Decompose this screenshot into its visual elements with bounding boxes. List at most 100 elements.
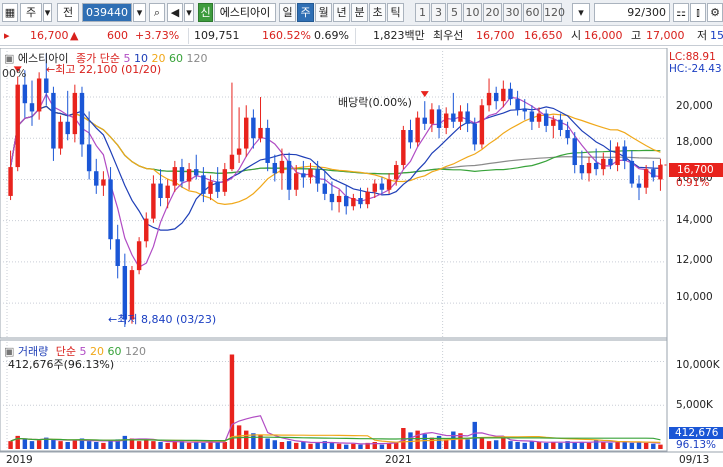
candle-up (58, 121, 63, 149)
min-price-annotation: ←최저 8,840 (03/23) (108, 313, 216, 326)
candle-up (236, 148, 242, 155)
interval-tab[interactable]: 10 (463, 3, 482, 22)
candle-down (108, 179, 113, 240)
volume-bar (222, 442, 228, 449)
low-price: 15,450 (710, 29, 723, 42)
chart-canvas[interactable] (0, 48, 723, 467)
volume-bar (586, 442, 592, 449)
period-tab[interactable]: 년 (333, 3, 350, 22)
max-price-annotation: ←최고 22,100 (01/20) (46, 63, 161, 76)
volume-bar (58, 441, 63, 449)
volume-bar (522, 442, 527, 449)
candle-down (465, 111, 470, 124)
page-count[interactable]: 92/300 (594, 3, 670, 22)
ma120-legend: 120 (186, 52, 208, 65)
volume-bar (172, 442, 178, 449)
period-tab[interactable]: 주 (297, 3, 314, 22)
interval-dropdown-icon[interactable]: ▾ (572, 3, 590, 22)
interval-tab[interactable]: 1 (415, 3, 430, 22)
candle-down (272, 162, 278, 174)
settings-box-icon[interactable]: ▣ (4, 52, 18, 65)
volume-bar (579, 442, 585, 449)
volume-bar (244, 430, 249, 449)
volume-bar (329, 442, 335, 449)
volume-bar (386, 442, 392, 449)
grid-icon[interactable]: ▦ (2, 3, 18, 22)
volume-bar (336, 443, 342, 449)
candle-down (315, 169, 320, 184)
volume-bar (593, 440, 599, 449)
volume-bar (572, 442, 577, 449)
market-dropdown-icon[interactable]: ▾ (43, 3, 52, 22)
volume-y-tick: 10,000K (676, 359, 720, 371)
current-volume-pct-tag: 96.13% (676, 439, 717, 451)
settings-icon[interactable]: ⚙ (707, 3, 723, 22)
candle-up (351, 198, 356, 207)
interval-tab[interactable]: 120 (543, 3, 565, 22)
interval-tab[interactable]: 30 (503, 3, 522, 22)
low-label: 저 (697, 29, 708, 42)
candle-down (651, 169, 656, 178)
speaker-icon[interactable]: ◀ (167, 3, 183, 22)
candle-up (601, 158, 606, 170)
market-tab[interactable]: 주 (20, 3, 42, 22)
candle-down (322, 183, 328, 194)
candle-up (129, 270, 135, 320)
candle-down (44, 78, 49, 93)
volume-bar (272, 440, 278, 449)
volume-bar (115, 439, 120, 449)
volume-bar (72, 440, 78, 449)
volume-bar (315, 442, 320, 449)
candle-down (179, 167, 185, 182)
candle-up (258, 127, 263, 139)
stock-chart[interactable]: ▣ 에스티아이 종가 단순 5 10 20 60 120 00% ←최고 22,… (0, 48, 723, 467)
interval-tab[interactable]: 3 (431, 3, 446, 22)
period-tab[interactable]: 월 (315, 3, 332, 22)
trade-value: 1,823백만 (373, 29, 425, 42)
left-edge-label: 00% (2, 67, 27, 80)
volume-bar (508, 441, 513, 449)
min-price-label: 최저 8,840 (03/23) (117, 313, 217, 326)
x-axis-label: 2019 (6, 454, 33, 466)
candle-up (336, 195, 342, 203)
volume-label: 거래량 (17, 345, 49, 358)
candle-up (501, 88, 506, 102)
speaker-dropdown-icon[interactable]: ▾ (184, 3, 194, 22)
type-tab[interactable]: 전 (57, 3, 79, 22)
volume-bar (543, 442, 549, 449)
candle-down (529, 111, 535, 122)
period-tab[interactable]: 분 (351, 3, 368, 22)
period-tab[interactable]: 초 (369, 3, 386, 22)
period-tab[interactable]: 일 (279, 3, 296, 22)
volume-ma-label: 단순 (55, 345, 77, 358)
settings-box-icon[interactable]: ▣ (4, 345, 18, 358)
current-price: 16,700 (30, 29, 69, 42)
stock-code-input[interactable]: 039440 (82, 3, 132, 22)
candle-up (415, 117, 420, 143)
volume-bar (479, 438, 485, 449)
interval-tab[interactable]: 5 (447, 3, 462, 22)
vol-ma5-legend: 5 (79, 345, 87, 358)
volume-bar (372, 442, 377, 449)
volume-bar (44, 437, 49, 449)
period-tab[interactable]: 틱 (387, 3, 404, 22)
candle-down (265, 127, 270, 163)
volume-bar (279, 442, 285, 449)
interval-tab[interactable]: 60 (523, 3, 542, 22)
volume-ma60-line (10, 436, 661, 442)
candle-down (379, 183, 385, 190)
stock-code-dropdown-icon[interactable]: ▾ (133, 3, 146, 22)
interval-tab[interactable]: 20 (483, 3, 502, 22)
volume-bar (472, 421, 477, 449)
candle-up (229, 154, 235, 170)
candle-up (393, 165, 399, 180)
volume-bar (136, 441, 142, 449)
volume-bar (201, 442, 206, 449)
bar-chart-icon[interactable]: ⚏ (673, 3, 689, 22)
search-icon[interactable]: ⌕ (149, 3, 165, 22)
current-pct-tag: 0.91% (676, 177, 710, 189)
max-price-label: 최고 22,100 (01/20) (55, 63, 162, 76)
candle-chart-icon[interactable]: ⫾ (690, 3, 706, 22)
volume-bar (179, 441, 185, 449)
